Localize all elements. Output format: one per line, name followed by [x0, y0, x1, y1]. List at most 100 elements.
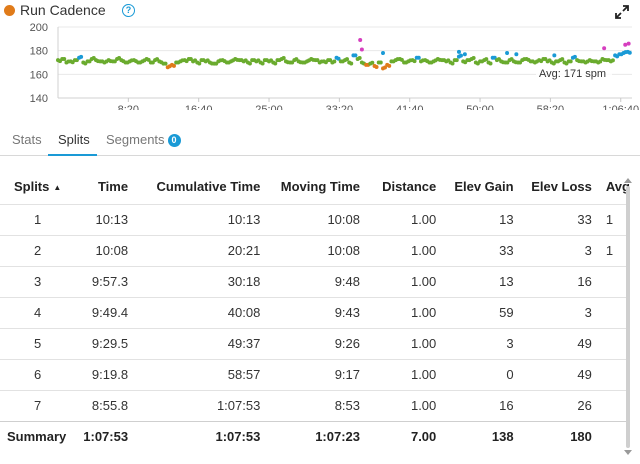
cadence-point [382, 65, 387, 70]
summary-elev-loss: 180 [520, 420, 599, 452]
summary-distance: 7.00 [367, 420, 444, 452]
table-row[interactable]: 6 9:19.8 58:57 9:17 1.00 0 49 [0, 358, 630, 390]
cell-cumulative-time: 49:37 [135, 327, 268, 359]
cell-avg [598, 327, 630, 359]
table-row[interactable]: 7 8:55.8 1:07:53 8:53 1.00 16 26 [0, 389, 630, 421]
cadence-point [560, 57, 565, 62]
cadence-outlier-point [358, 38, 363, 43]
cadence-outlier-point [602, 46, 607, 51]
cell-split-number: 3 [0, 265, 76, 297]
cadence-point [260, 61, 265, 66]
cell-elev-loss: 33 [520, 203, 599, 235]
summary-row: Summary 1:07:53 1:07:53 1:07:23 7.00 138 180 [0, 420, 630, 452]
cell-elev-gain: 16 [443, 389, 521, 421]
cadence-point [387, 63, 392, 68]
col-header-moving-time[interactable]: Moving Time [280, 179, 360, 195]
col-header-cumulative-time[interactable]: Cumulative Time [156, 179, 261, 195]
cadence-point [484, 57, 489, 62]
cell-split-number: 5 [0, 327, 76, 359]
cadence-point [416, 55, 421, 60]
cell-split-time: 10:13 [75, 203, 136, 235]
chart-title: Run Cadence [20, 2, 106, 18]
cadence-point [568, 59, 573, 64]
cell-elev-loss: 3 [520, 296, 599, 328]
cadence-outlier-point [380, 51, 385, 56]
help-circle-icon[interactable]: ? [122, 4, 135, 17]
cell-split-number: 1 [0, 203, 76, 235]
scroll-up-arrow-icon[interactable] [624, 178, 632, 183]
cadence-chart[interactable]: 200 180 160 140 8:20 16:40 25:00 33:20 41:40 50:0… [0, 20, 640, 110]
cell-split-number: 4 [0, 296, 76, 328]
x-tick-label: 16:40 [185, 104, 213, 110]
table-header-row: Splits ▲ Time Cumulative Time Moving Time… [0, 170, 630, 204]
chart-header: Run Cadence ? [0, 0, 640, 22]
table-row[interactable]: 1 10:13 10:13 10:08 1.00 13 33 1 [0, 203, 630, 235]
cell-elev-gain: 59 [443, 296, 521, 328]
x-tick-label: 33:20 [326, 104, 354, 110]
cell-elev-loss: 26 [520, 389, 599, 421]
cell-avg [598, 265, 630, 297]
x-tick-label: 25:00 [255, 104, 283, 110]
active-tab-indicator [48, 154, 97, 156]
cell-elev-loss: 49 [520, 358, 599, 390]
cadence-point [488, 61, 493, 66]
col-header-splits-label: Splits [13, 179, 50, 195]
tab-splits[interactable]: Splits [58, 132, 90, 147]
cell-distance: 1.00 [367, 296, 444, 328]
scroll-down-arrow-icon[interactable] [624, 450, 632, 455]
cell-elev-gain: 33 [443, 234, 521, 266]
cadence-point [627, 50, 632, 55]
x-tick-label: 1:06:40 [602, 104, 639, 110]
cell-distance: 1.00 [367, 389, 444, 421]
cadence-point [374, 64, 379, 69]
cell-elev-gain: 13 [443, 265, 521, 297]
cell-elev-gain: 0 [443, 358, 521, 390]
cell-split-time: 10:08 [75, 234, 136, 266]
avg-label: Avg: 171 spm [539, 68, 606, 80]
cell-elev-gain: 3 [443, 327, 521, 359]
table-scrollbar[interactable] [623, 178, 633, 458]
cell-distance: 1.00 [367, 358, 444, 390]
cell-distance: 1.00 [367, 234, 444, 266]
cell-split-number: 7 [0, 389, 76, 421]
col-header-avg[interactable]: Avg [605, 179, 630, 195]
table-row[interactable]: 3 9:57.3 30:18 9:48 1.00 13 16 [0, 265, 630, 297]
cell-split-time: 9:49.4 [75, 296, 136, 328]
cadence-chart-svg: 200 180 160 140 8:20 16:40 25:00 33:20 41:40 50:0… [30, 22, 639, 110]
cadence-outlier-point [552, 53, 557, 58]
x-tick-label: 8:20 [118, 104, 139, 110]
x-tick-label: 58:20 [537, 104, 565, 110]
expand-icon[interactable] [615, 5, 629, 19]
table-row[interactable]: 2 10:08 20:21 10:08 1.00 33 3 1 [0, 234, 630, 266]
metric-color-dot [4, 5, 15, 16]
cell-moving-time: 9:17 [267, 358, 367, 390]
cadence-point [247, 61, 252, 66]
summary-avg [598, 420, 630, 452]
cell-moving-time: 9:26 [267, 327, 367, 359]
y-tick-label: 180 [30, 46, 48, 58]
scroll-thumb[interactable] [626, 186, 630, 448]
col-header-distance[interactable]: Distance [382, 179, 437, 195]
avg-label-bg [536, 66, 612, 80]
col-header-elev-loss[interactable]: Elev Loss [531, 179, 592, 195]
tab-stats[interactable]: Stats [12, 132, 42, 147]
cadence-point [357, 56, 362, 61]
cadence-point [378, 60, 383, 65]
cadence-outlier-point [626, 41, 631, 46]
summary-split-time: 1:07:53 [75, 420, 136, 452]
col-header-time[interactable]: Time [97, 179, 129, 195]
cadence-point [454, 58, 459, 63]
table-row[interactable]: 4 9:49.4 40:08 9:43 1.00 59 3 [0, 296, 630, 328]
cell-cumulative-time: 10:13 [135, 203, 268, 235]
col-header-splits[interactable]: Splits ▲ [0, 170, 75, 204]
table-row[interactable]: 5 9:29.5 49:37 9:26 1.00 3 49 [0, 327, 630, 359]
cadence-point [349, 61, 354, 66]
summary-split-number: Summary [0, 420, 76, 452]
cell-avg: 1 [598, 203, 630, 235]
col-header-elev-gain[interactable]: Elev Gain [454, 179, 514, 195]
sort-ascending-icon: ▲ [53, 183, 62, 193]
cadence-point [62, 56, 67, 61]
cadence-point [336, 56, 341, 61]
tab-segments[interactable]: Segments 0 [106, 132, 181, 147]
splits-table-container: Splits ▲ Time Cumulative Time Moving Time… [0, 170, 630, 464]
